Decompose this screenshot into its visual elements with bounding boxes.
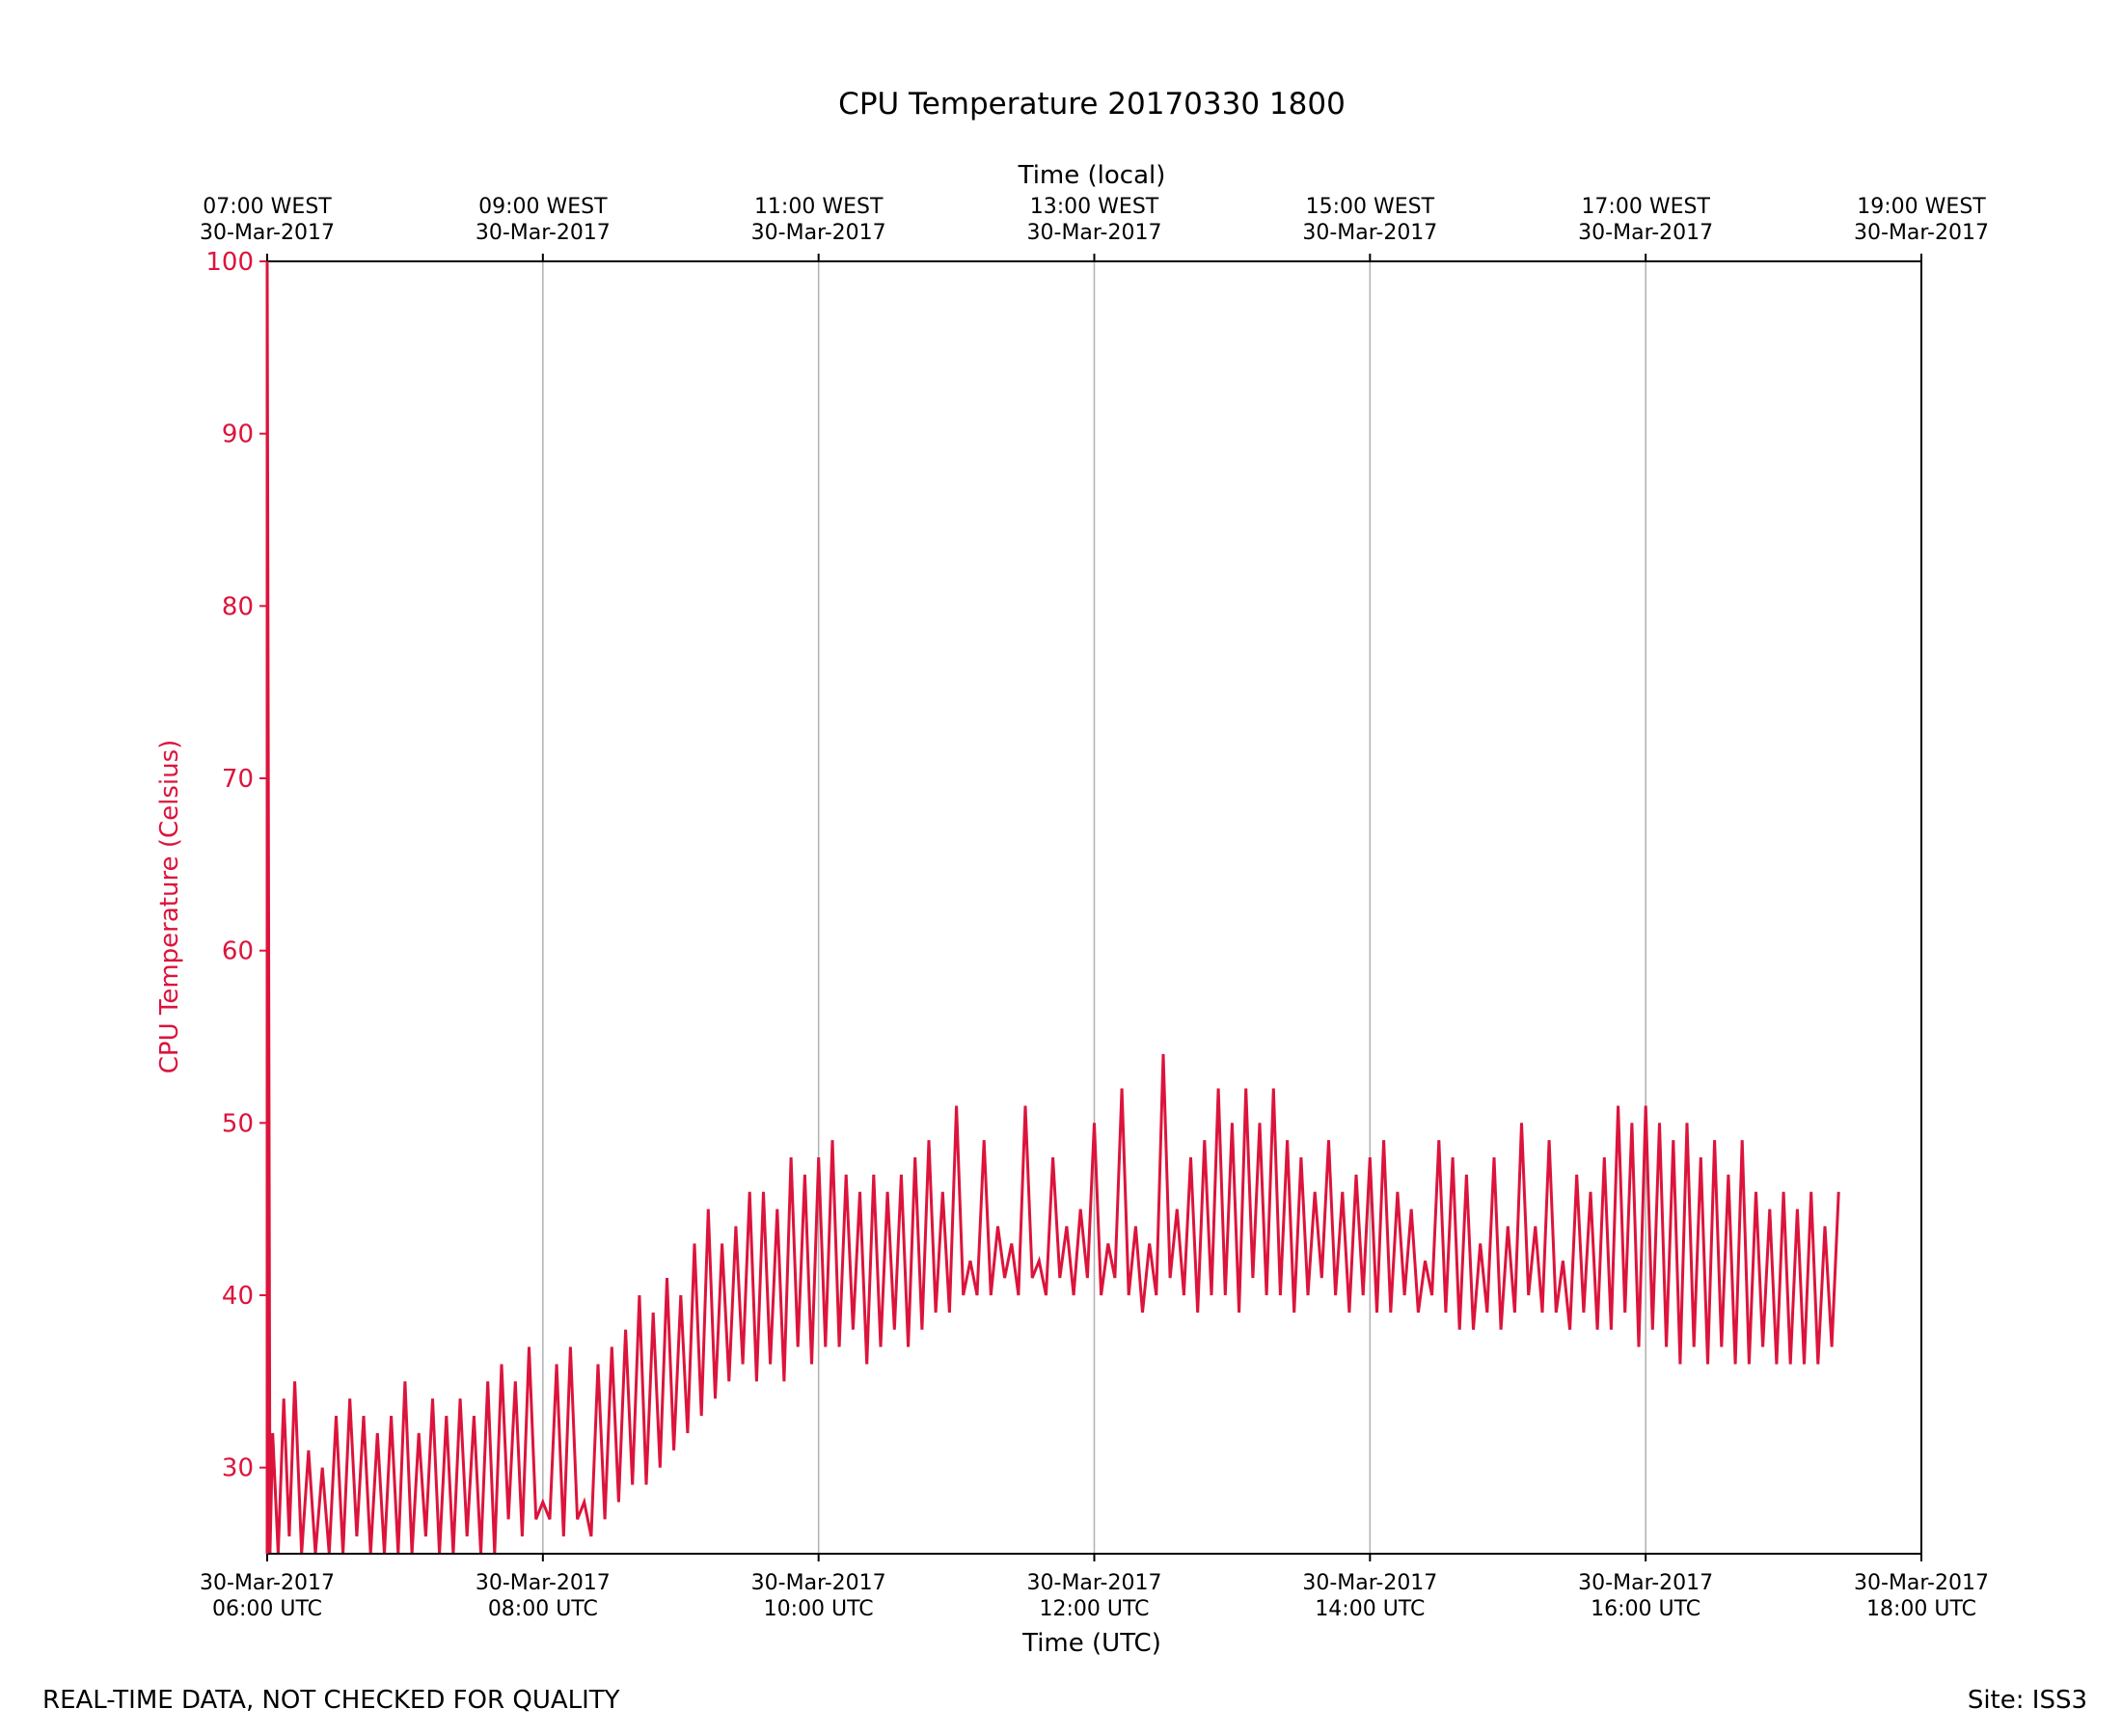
y-tick-label-50: 50 [222,1109,254,1138]
x-tick-bottom-time-1: 08:00 UTC [488,1597,598,1621]
y-tick-label-80: 80 [222,592,254,621]
x-tick-top-date-2: 30-Mar-2017 [751,221,886,245]
site-label: Site: ISS3 [1967,1686,2087,1715]
x-tick-bottom-date-5: 30-Mar-2017 [1578,1571,1713,1595]
x-tick-bottom-date-6: 30-Mar-2017 [1854,1571,1989,1595]
x-tick-top-time-5: 17:00 WEST [1581,195,1710,219]
series-line-0 [265,260,1840,1555]
x-tick-bottom-date-4: 30-Mar-2017 [1302,1571,1437,1595]
bottom-axis-label: Time (UTC) [1021,1629,1161,1658]
y-tick-label-70: 70 [222,765,254,794]
y-tick-label-100: 100 [205,248,254,277]
x-tick-bottom-time-4: 14:00 UTC [1315,1597,1425,1621]
gridlines [542,261,1646,1554]
x-tick-bottom-date-1: 30-Mar-2017 [476,1571,611,1595]
x-tick-top-time-1: 09:00 WEST [478,195,608,219]
x-tick-top-date-3: 30-Mar-2017 [1027,221,1162,245]
y-tick-label-40: 40 [222,1282,254,1311]
y-tick-label-30: 30 [222,1454,254,1483]
series-layer [265,260,1840,1555]
y-tick-label-60: 60 [222,937,254,966]
top-axis-label: Time (local) [1018,161,1166,190]
x-tick-top-date-0: 30-Mar-2017 [200,221,335,245]
x-tick-bottom-time-6: 18:00 UTC [1866,1597,1976,1621]
x-tick-bottom-date-3: 30-Mar-2017 [1027,1571,1162,1595]
x-tick-top-time-6: 19:00 WEST [1857,195,1986,219]
data-quality-note: REAL-TIME DATA, NOT CHECKED FOR QUALITY [42,1686,620,1715]
x-tick-top-time-4: 15:00 WEST [1306,195,1435,219]
y-axis-label: CPU Temperature (Celsius) [155,740,184,1074]
x-tick-top-date-4: 30-Mar-2017 [1302,221,1437,245]
chart-title: CPU Temperature 20170330 1800 [838,87,1346,122]
y-tick-label-90: 90 [222,420,254,449]
x-tick-bottom-time-3: 12:00 UTC [1039,1597,1149,1621]
x-tick-top-date-6: 30-Mar-2017 [1854,221,1989,245]
x-tick-top-date-1: 30-Mar-2017 [476,221,611,245]
x-tick-top-time-0: 07:00 WEST [203,195,332,219]
x-tick-bottom-time-5: 16:00 UTC [1591,1597,1700,1621]
x-tick-bottom-time-0: 06:00 UTC [212,1597,322,1621]
x-tick-bottom-date-2: 30-Mar-2017 [751,1571,886,1595]
x-tick-top-date-5: 30-Mar-2017 [1578,221,1713,245]
x-tick-bottom-time-2: 10:00 UTC [764,1597,874,1621]
x-tick-top-time-3: 13:00 WEST [1030,195,1159,219]
x-tick-bottom-date-0: 30-Mar-2017 [200,1571,335,1595]
x-tick-top-time-2: 11:00 WEST [754,195,884,219]
